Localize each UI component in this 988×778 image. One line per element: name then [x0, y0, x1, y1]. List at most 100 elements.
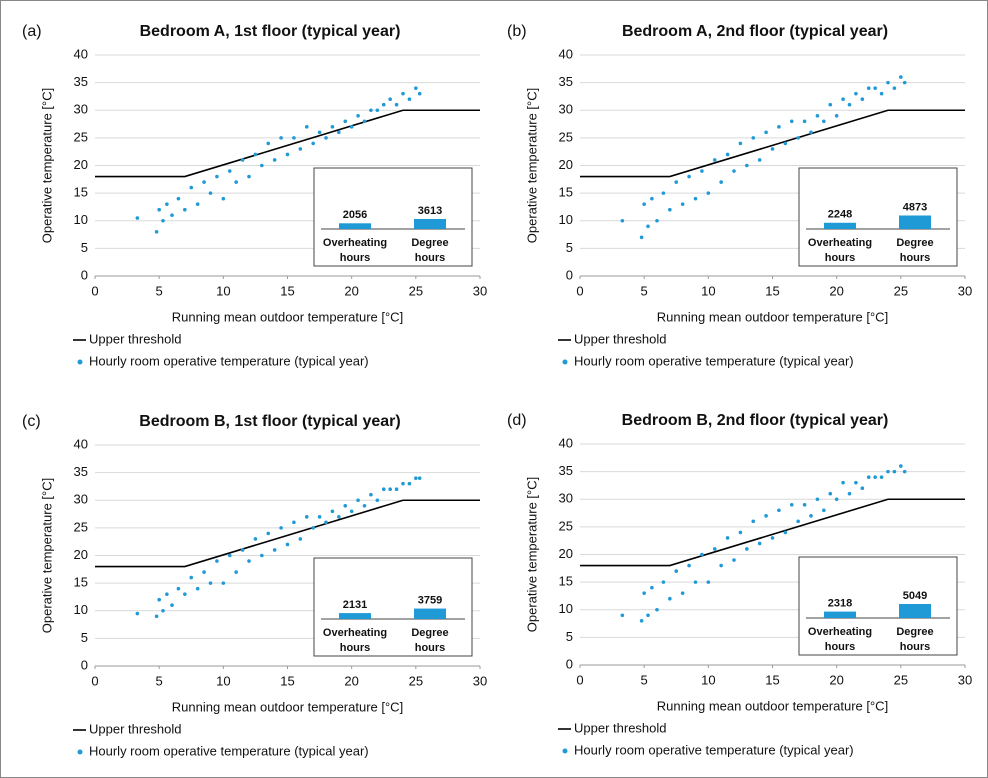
scatter-point	[304, 515, 309, 519]
scatter-point	[285, 152, 290, 157]
x-tick-label: 5	[156, 673, 163, 688]
inset-category: Overheating hours	[323, 627, 387, 654]
inset-value-label: 2318	[828, 597, 852, 609]
scatter-point	[693, 580, 698, 584]
scatter-point	[279, 526, 283, 530]
scatter-point	[809, 514, 813, 518]
scatter-point	[668, 596, 672, 601]
y-axis-label: Operative temperature [°C]	[524, 477, 539, 633]
legend-label: Hourly room operative temperature (typic…	[574, 742, 854, 757]
scatter-point	[202, 570, 206, 574]
scatter-point	[879, 91, 884, 96]
scatter-point	[247, 559, 251, 563]
scatter-point	[375, 498, 380, 503]
scatter-point	[260, 553, 264, 558]
scatter-point	[655, 218, 659, 223]
scatter-point	[796, 136, 800, 140]
scatter-point	[764, 514, 768, 518]
inset-bar	[824, 611, 856, 618]
scatter-point	[311, 526, 315, 530]
scatter-point	[668, 207, 672, 212]
scatter-point	[892, 469, 897, 474]
legend-dot	[562, 748, 568, 754]
x-tick-label: 25	[409, 283, 423, 298]
scatter-point	[183, 207, 187, 212]
y-tick-label: 40	[559, 46, 573, 61]
y-tick-label: 25	[74, 519, 88, 534]
x-tick-label: 20	[829, 283, 843, 298]
scatter-point	[356, 498, 360, 503]
scatter-point	[828, 491, 833, 496]
inset-bar	[899, 604, 931, 618]
scatter-point	[680, 202, 685, 206]
scatter-point	[154, 230, 159, 234]
scatter-point	[847, 102, 852, 107]
y-tick-label: 10	[74, 212, 88, 227]
scatter-point	[304, 125, 309, 129]
scatter-point	[240, 158, 245, 162]
scatter-point	[407, 97, 412, 101]
scatter-point	[215, 174, 219, 179]
scatter-point	[732, 169, 736, 173]
scatter-point	[899, 75, 903, 79]
x-tick-label: 10	[216, 673, 230, 688]
y-tick-label: 15	[74, 575, 88, 590]
scatter-point	[414, 86, 418, 90]
scatter-point	[783, 141, 788, 146]
scatter-point	[661, 580, 666, 584]
scatter-point	[343, 119, 348, 124]
y-tick-label: 30	[74, 492, 88, 507]
scatter-point	[802, 502, 807, 507]
legend-label: Upper threshold	[574, 720, 667, 735]
inset-value-label: 2131	[343, 599, 367, 611]
x-tick-label: 30	[958, 672, 972, 687]
legend-label: Hourly room operative temperature (typic…	[574, 353, 854, 368]
scatter-point	[732, 558, 736, 562]
scatter-point	[725, 536, 730, 540]
y-tick-label: 10	[559, 601, 573, 616]
panel-label: (c)	[22, 413, 41, 430]
scatter-point	[764, 130, 768, 135]
scatter-point	[362, 119, 367, 124]
y-tick-label: 20	[559, 157, 573, 172]
x-tick-label: 5	[641, 672, 648, 687]
x-tick-label: 0	[91, 673, 98, 688]
scatter-point	[394, 102, 399, 107]
scatter-point	[646, 613, 650, 618]
x-tick-label: 15	[280, 673, 294, 688]
y-tick-label: 20	[559, 546, 573, 561]
scatter-point	[822, 119, 826, 124]
y-axis-label: Operative temperature [°C]	[39, 478, 54, 634]
y-tick-label: 20	[74, 547, 88, 562]
scatter-point	[388, 97, 392, 101]
x-tick-label: 5	[641, 283, 648, 298]
threshold-line	[580, 109, 965, 178]
scatter-point	[221, 196, 226, 201]
scatter-point	[369, 492, 373, 497]
scatter-point	[221, 581, 226, 585]
scatter-point	[751, 136, 756, 140]
scatter-point	[841, 480, 845, 485]
x-tick-label: 15	[765, 672, 779, 687]
x-tick-label: 10	[701, 672, 715, 687]
scatter-point	[738, 530, 743, 535]
inset-category: Overheating hours	[808, 237, 872, 264]
scatter-point	[260, 163, 264, 168]
x-tick-label: 25	[894, 283, 908, 298]
chart-title: Bedroom B, 1st floor (typical year)	[139, 413, 400, 430]
scatter-point	[674, 569, 679, 573]
inset-bar	[899, 215, 931, 229]
inset-box	[798, 556, 958, 656]
scatter-point	[847, 491, 852, 496]
scatter-point	[661, 191, 666, 195]
inset-category: Overheating hours	[808, 626, 872, 653]
scatter-point	[401, 91, 405, 96]
legend-label: Hourly room operative temperature (typic…	[89, 743, 369, 758]
threshold-line	[95, 109, 480, 178]
scatter-point	[899, 464, 903, 468]
scatter-point	[330, 509, 335, 514]
scatter-point	[796, 519, 800, 524]
y-tick-label: 20	[74, 157, 88, 172]
scatter-point	[642, 591, 646, 595]
